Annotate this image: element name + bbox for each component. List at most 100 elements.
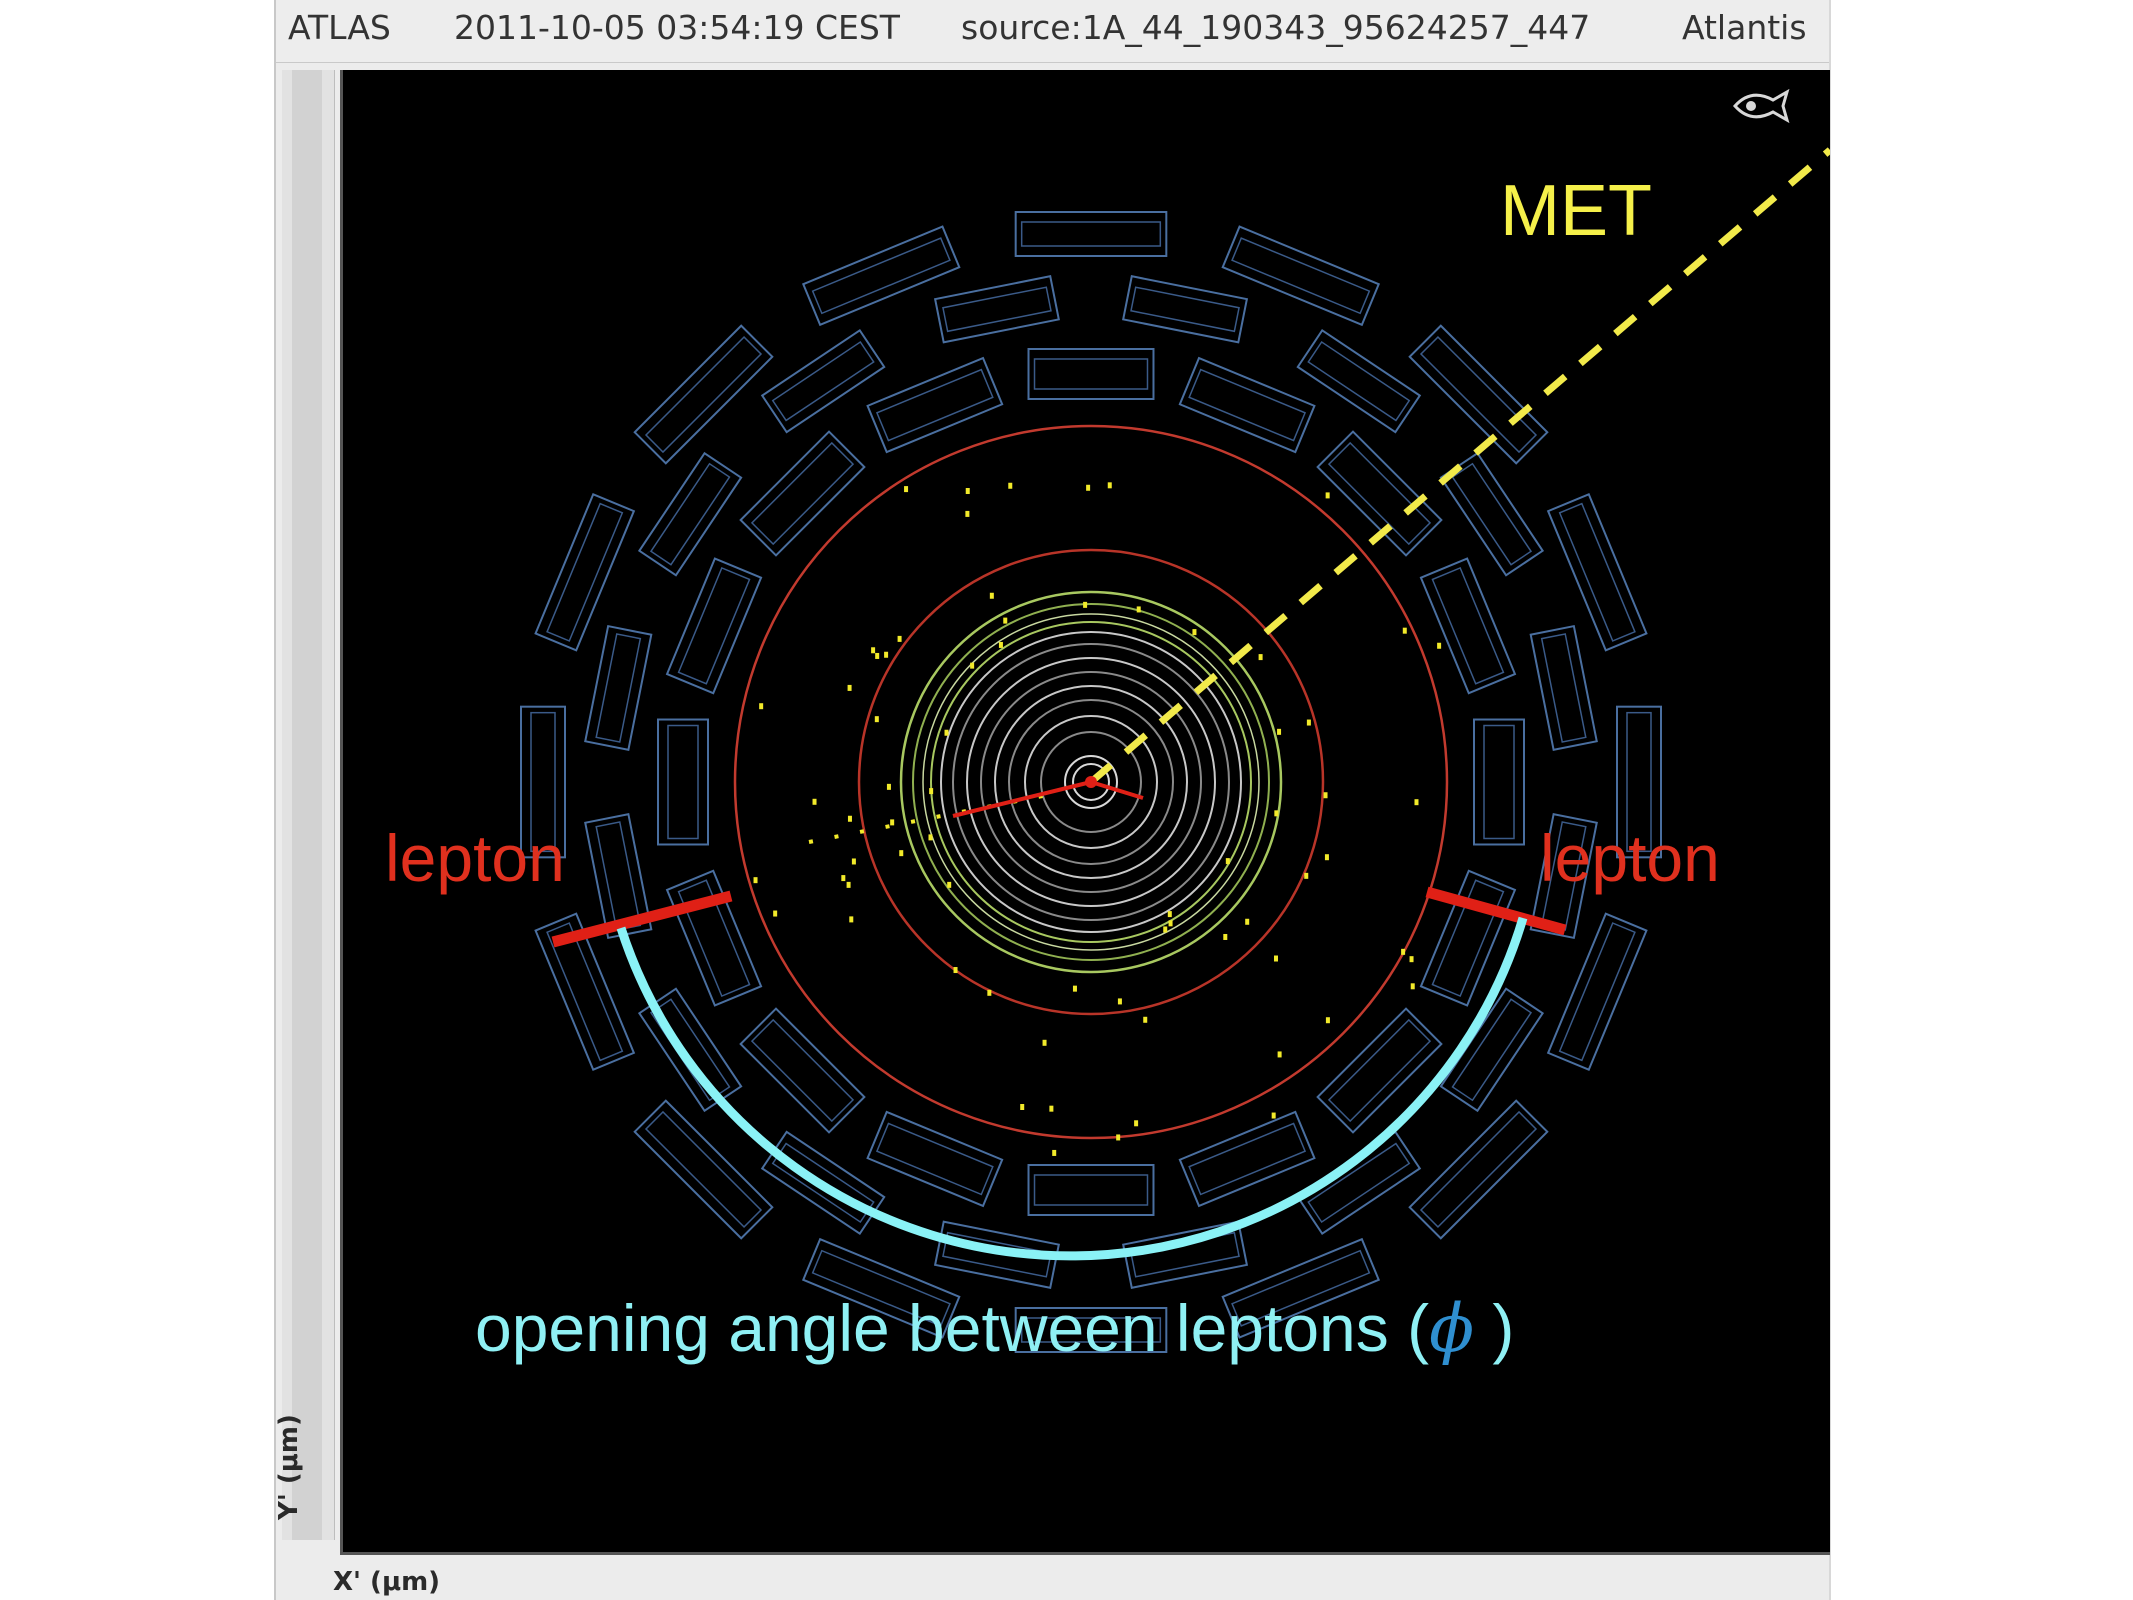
app-name: Atlantis: [1682, 8, 1807, 47]
muon-chamber: [739, 1007, 866, 1134]
muon-chamber: [657, 718, 709, 846]
muon-chamber-inner: [677, 879, 751, 998]
muon-chamber-inner: [1033, 1174, 1149, 1206]
hit-marker: [1277, 1051, 1282, 1058]
left-lepton-marker: [551, 890, 733, 948]
hit-marker: [1003, 617, 1008, 624]
hit-marker: [965, 510, 970, 517]
hit-marker: [1134, 1120, 1139, 1127]
silicon-ring: [952, 643, 1230, 921]
muon-chamber-inner: [1327, 441, 1432, 546]
muon-chamber: [1178, 1110, 1316, 1208]
eye-fish-icon[interactable]: [1732, 88, 1790, 124]
hit-marker: [773, 910, 778, 917]
met-label: MET: [1500, 171, 1652, 251]
muon-chamber: [866, 356, 1004, 454]
muon-chamber-inner: [1231, 1249, 1371, 1327]
experiment-name: ATLAS: [288, 8, 391, 47]
hit-marker: [1401, 948, 1406, 955]
hit-marker: [1107, 482, 1112, 489]
hit-marker: [1072, 985, 1077, 992]
hit-marker: [929, 788, 934, 795]
hit-marker: [1117, 998, 1122, 1005]
hit-marker: [1437, 642, 1442, 649]
event-display-canvas[interactable]: MET lepton lepton opening angle between …: [340, 70, 1830, 1555]
muon-chamber: [1316, 430, 1443, 557]
muon-chamber-inner: [1130, 286, 1240, 333]
hit-marker: [953, 967, 958, 974]
muon-chamber: [1027, 348, 1155, 400]
hit-marker: [890, 819, 895, 826]
muon-chamber-inner: [1431, 566, 1505, 685]
met-line: [1088, 147, 1830, 785]
right-lepton-track: [1090, 780, 1144, 800]
trt-inner-ring: [930, 621, 1252, 943]
muon-chamber-inner: [1231, 237, 1371, 315]
muon-chamber-inner: [1419, 1110, 1538, 1229]
muon-chamber-inner: [1307, 340, 1411, 422]
muon-chamber: [534, 912, 636, 1072]
muon-chamber-inner: [1327, 1018, 1432, 1123]
muon-chamber-inner: [1307, 1142, 1411, 1224]
muon-chamber-inner: [1033, 358, 1149, 390]
y-axis-strip: [282, 70, 335, 1540]
trt-ring-3: [922, 613, 1260, 951]
hit-marker: [1008, 482, 1013, 489]
muon-chamber: [1221, 225, 1381, 327]
hit-marker: [1042, 1039, 1047, 1046]
hit-marker: [1409, 956, 1414, 963]
hit-marker: [851, 858, 856, 865]
hit-marker: [1402, 627, 1407, 634]
calorimeter-outer-ring: [733, 424, 1449, 1140]
muon-chamber-inner: [649, 462, 731, 566]
y-axis-label: Y' (μm): [274, 1414, 304, 1520]
muon-chamber: [1546, 492, 1648, 652]
beam-pipe-ring: [1064, 755, 1118, 809]
left-lepton-track: [952, 780, 1092, 818]
muon-chamber-inner: [1626, 711, 1652, 853]
muon-chamber-inner: [750, 1018, 855, 1123]
muon-chamber-inner: [942, 1231, 1052, 1278]
silicon-ring: [966, 657, 1216, 907]
muon-chamber: [665, 557, 763, 695]
hit-marker: [904, 486, 909, 493]
hit-marker: [884, 651, 889, 658]
calorimeter-inner-ring: [857, 548, 1325, 1016]
muon-chamber-inner: [1540, 633, 1587, 743]
silicon-ring: [1008, 699, 1174, 865]
detector-view: [520, 88, 1830, 1353]
muon-chamber-inner: [1188, 368, 1307, 442]
hit-marker: [1323, 792, 1328, 799]
hit-marker: [947, 881, 952, 888]
hit-marker: [1192, 629, 1197, 636]
muon-chamber: [665, 869, 763, 1007]
hit-marker: [1086, 484, 1091, 491]
muon-chamber: [1221, 1237, 1381, 1339]
hit-marker: [1273, 955, 1278, 962]
muon-chamber: [1316, 1007, 1443, 1134]
muon-chamber: [1296, 328, 1422, 434]
hit-marker: [875, 652, 880, 659]
trt-ring-2: [912, 603, 1270, 961]
muon-chamber: [1529, 624, 1598, 751]
hit-marker: [1271, 1112, 1276, 1119]
hit-marker: [1223, 933, 1228, 940]
muon-chamber: [1408, 1099, 1549, 1240]
muon-chamber: [1122, 275, 1249, 344]
muon-chamber: [933, 1220, 1060, 1289]
muon-chamber-inner: [546, 502, 624, 642]
hit-marker: [1116, 1134, 1121, 1141]
muon-chamber-inner: [677, 566, 751, 685]
muon-chamber-inner: [1419, 335, 1538, 454]
silicon-tracker-rings: [940, 631, 1242, 933]
opening-angle-label: opening angle between leptons (ϕ ): [475, 1290, 1514, 1367]
hit-marker: [970, 662, 975, 669]
event-timestamp: 2011-10-05 03:54:19 CEST: [454, 8, 900, 47]
muon-chamber: [633, 1099, 774, 1240]
silicon-ring: [994, 685, 1188, 879]
hit-marker: [1410, 983, 1415, 990]
hit-marker: [1274, 810, 1279, 817]
hit-marker: [1049, 1105, 1054, 1112]
muon-chamber: [584, 624, 653, 751]
muon-chamber-inner: [942, 286, 1052, 333]
